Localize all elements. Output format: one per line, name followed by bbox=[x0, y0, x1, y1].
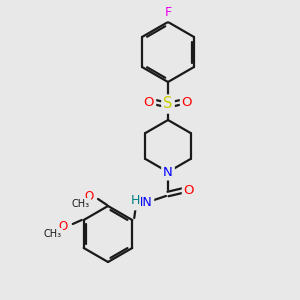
Text: O: O bbox=[58, 220, 68, 232]
Text: HN: HN bbox=[134, 196, 152, 208]
Text: O: O bbox=[144, 95, 154, 109]
Text: O: O bbox=[184, 184, 194, 196]
Text: O: O bbox=[84, 190, 94, 203]
Text: H: H bbox=[130, 194, 140, 208]
Text: CH₃: CH₃ bbox=[72, 199, 90, 209]
Text: N: N bbox=[163, 166, 173, 178]
Text: S: S bbox=[163, 97, 173, 112]
Text: F: F bbox=[164, 7, 172, 20]
Text: CH₃: CH₃ bbox=[44, 229, 62, 239]
Text: O: O bbox=[182, 95, 192, 109]
